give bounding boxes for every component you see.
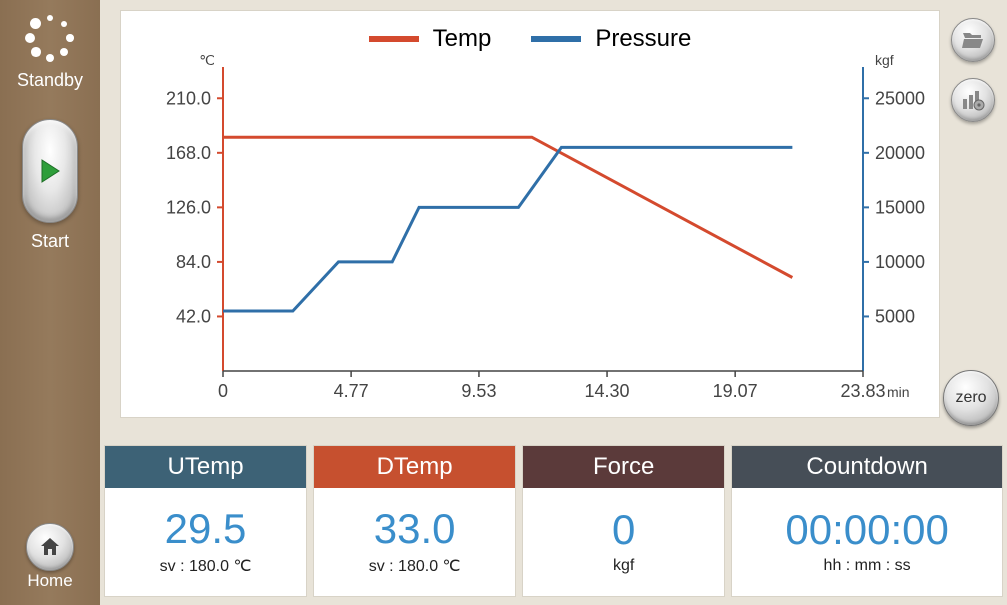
home-icon — [38, 535, 62, 559]
metric-card-value: 33.0 — [374, 508, 456, 550]
svg-text:kgf: kgf — [875, 52, 894, 68]
metric-card-value: 00:00:00 — [785, 509, 949, 551]
svg-text:23.83: 23.83 — [840, 381, 885, 401]
svg-text:4.77: 4.77 — [334, 381, 369, 401]
home-button[interactable] — [26, 523, 74, 571]
sidebar: Standby Start Home — [0, 0, 100, 605]
metric-card-body: 0 kgf — [523, 488, 724, 596]
metric-card-sub: hh : mm : ss — [824, 557, 911, 575]
metric-card-title: Force — [523, 446, 724, 488]
home-block: Home — [26, 523, 74, 591]
home-label: Home — [27, 571, 72, 591]
standby-indicator: Standby — [17, 10, 83, 91]
svg-text:20000: 20000 — [875, 143, 925, 163]
svg-text:15000: 15000 — [875, 197, 925, 217]
standby-label: Standby — [17, 70, 83, 91]
metric-card-sub: sv : 180.0 ℃ — [369, 556, 461, 576]
main-area: TempPressure ℃kgfmin42.084.0126.0168.021… — [100, 0, 1007, 605]
metric-card: DTemp 33.0 sv : 180.0 ℃ — [313, 445, 516, 597]
svg-text:10000: 10000 — [875, 252, 925, 272]
open-file-button[interactable] — [951, 18, 995, 62]
svg-text:min: min — [887, 384, 910, 400]
metric-card-title: Countdown — [732, 446, 1002, 488]
right-icon-column — [951, 18, 995, 122]
svg-text:210.0: 210.0 — [166, 88, 211, 108]
start-block: Start — [22, 119, 78, 252]
svg-text:5000: 5000 — [875, 306, 915, 326]
chart-gear-icon — [961, 89, 985, 111]
svg-text:℃: ℃ — [199, 52, 215, 68]
metric-card-sub: sv : 180.0 ℃ — [160, 556, 252, 576]
play-icon — [39, 158, 61, 184]
svg-text:9.53: 9.53 — [461, 381, 496, 401]
standby-spinner-icon — [22, 10, 78, 66]
svg-text:42.0: 42.0 — [176, 306, 211, 326]
metric-card-sub: kgf — [613, 557, 634, 575]
metric-card: Countdown 00:00:00 hh : mm : ss — [731, 445, 1003, 597]
metric-card-body: 29.5 sv : 180.0 ℃ — [105, 488, 306, 596]
zero-button-label: zero — [955, 389, 986, 407]
svg-text:14.30: 14.30 — [585, 381, 630, 401]
metrics-cards: UTemp 29.5 sv : 180.0 ℃ DTemp 33.0 sv : 180.0… — [104, 445, 1003, 597]
metric-card: Force 0 kgf — [522, 445, 725, 597]
start-button[interactable] — [22, 119, 78, 223]
metric-card-title: UTemp — [105, 446, 306, 488]
zero-button[interactable]: zero — [943, 370, 999, 426]
svg-text:84.0: 84.0 — [176, 252, 211, 272]
svg-text:0: 0 — [218, 381, 228, 401]
metric-card-value: 29.5 — [165, 508, 247, 550]
metric-card-body: 33.0 sv : 180.0 ℃ — [314, 488, 515, 596]
chart-panel: TempPressure ℃kgfmin42.084.0126.0168.021… — [120, 10, 940, 418]
svg-text:19.07: 19.07 — [713, 381, 758, 401]
svg-text:126.0: 126.0 — [166, 197, 211, 217]
chart-settings-button[interactable] — [951, 78, 995, 122]
metric-card-title: DTemp — [314, 446, 515, 488]
metric-card: UTemp 29.5 sv : 180.0 ℃ — [104, 445, 307, 597]
zero-button-wrap: zero — [943, 370, 999, 426]
metric-card-value: 0 — [612, 509, 635, 551]
metric-card-body: 00:00:00 hh : mm : ss — [732, 488, 1002, 596]
chart-svg: ℃ kgf min 42.0 84.0 126.0 168.0 210.0 5000 10000 1… — [121, 11, 939, 417]
svg-text:25000: 25000 — [875, 88, 925, 108]
svg-text:168.0: 168.0 — [166, 143, 211, 163]
folder-open-icon — [961, 30, 985, 50]
start-label: Start — [31, 231, 69, 252]
